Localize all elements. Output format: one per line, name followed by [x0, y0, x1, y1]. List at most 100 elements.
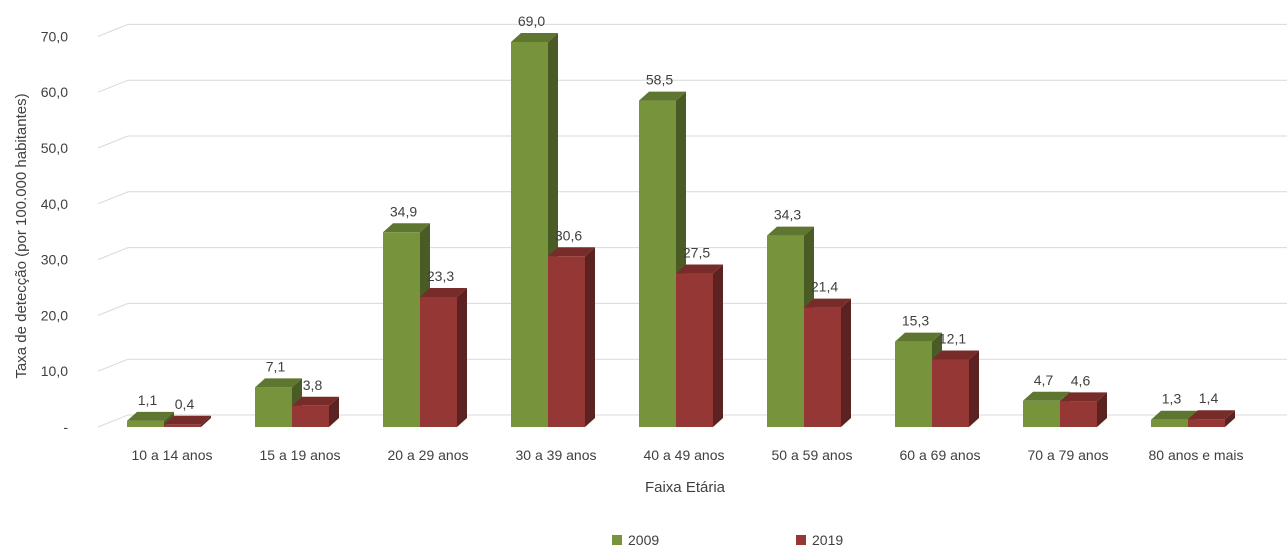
- data-label-2009: 4,7: [1034, 372, 1054, 388]
- x-category-label: 15 a 19 anos: [260, 447, 341, 463]
- data-label-2019: 30,6: [555, 227, 582, 243]
- bar-top-face: [511, 32, 558, 42]
- bar-top-face: [1060, 392, 1107, 402]
- data-label-2009: 58,5: [646, 72, 673, 88]
- bar-front-face: [164, 424, 201, 427]
- y-tick-label: 20,0: [41, 307, 68, 323]
- gridline: [97, 79, 1287, 93]
- y-tick-label: 30,0: [41, 252, 68, 268]
- legend-label: 2009: [628, 532, 659, 548]
- data-label-2019: 27,5: [683, 245, 710, 261]
- bar-2019: [292, 396, 339, 427]
- bar-2019: [164, 415, 211, 427]
- data-label-2019: 3,8: [303, 377, 323, 393]
- data-label-2019: 12,1: [939, 330, 966, 346]
- bar-front-face: [127, 420, 164, 427]
- bars: [127, 32, 1235, 427]
- bar-side-face: [841, 298, 851, 427]
- gridline: [97, 247, 1287, 261]
- data-label-2009: 34,9: [390, 203, 417, 219]
- bar-front-face: [255, 387, 292, 427]
- y-axis-ticks: - 10,0 20,0 30,0 40,0 50,0 60,0 70,0: [41, 28, 69, 435]
- bar-front-face: [292, 405, 329, 427]
- gridline: [97, 135, 1287, 149]
- x-category-label: 50 a 59 anos: [772, 447, 853, 463]
- bar-top-face: [1151, 410, 1198, 420]
- gridlines: [97, 23, 1287, 428]
- bar-side-face: [713, 264, 723, 427]
- x-axis-title: Faixa Etária: [645, 479, 726, 496]
- bar-front-face: [932, 359, 969, 427]
- data-label-2019: 0,4: [175, 396, 195, 412]
- x-category-label: 80 anos e mais: [1149, 447, 1244, 463]
- x-category-label: 10 a 14 anos: [132, 447, 213, 463]
- bar-side-face: [1225, 410, 1235, 427]
- bar-2019: [676, 264, 723, 427]
- bar-top-face: [767, 226, 814, 236]
- gridline: [97, 191, 1287, 205]
- bar-top-face: [676, 264, 723, 274]
- data-label-2019: 23,3: [427, 268, 454, 284]
- x-axis-categories: 10 a 14 anos 15 a 19 anos 20 a 29 anos 30 a…: [132, 447, 1244, 463]
- bar-side-face: [585, 247, 595, 427]
- bar-2019: [420, 287, 467, 427]
- y-tick-label: 50,0: [41, 140, 68, 156]
- bar-top-face: [804, 298, 851, 308]
- data-label-2019: 21,4: [811, 279, 838, 295]
- bar-front-face: [767, 235, 804, 427]
- y-tick-label: 10,0: [41, 363, 68, 379]
- bar-front-face: [383, 232, 420, 427]
- x-category-label: 40 a 49 anos: [644, 447, 725, 463]
- bar-side-face: [457, 287, 467, 427]
- y-tick-label: -: [63, 419, 68, 435]
- bar-front-face: [804, 307, 841, 427]
- bar-2019: [1188, 410, 1235, 427]
- data-label-2009: 69,0: [518, 13, 545, 29]
- data-label-2019: 4,6: [1071, 372, 1091, 388]
- y-tick-label: 60,0: [41, 84, 68, 100]
- data-labels: 1,1 0,4 7,1 3,8 34,9 23,3 69,0 30,6 58,5 27,5 34,3…: [138, 13, 1219, 412]
- legend-swatch: [796, 535, 806, 545]
- data-label-2009: 1,1: [138, 392, 158, 408]
- y-tick-label: 40,0: [41, 196, 68, 212]
- bar-side-face: [1097, 392, 1107, 427]
- bar-2019: [804, 298, 851, 427]
- bar-front-face: [1151, 419, 1188, 427]
- bar-front-face: [676, 273, 713, 427]
- bar-top-face: [639, 91, 686, 101]
- legend-swatch: [612, 535, 622, 545]
- bar-top-face: [255, 378, 302, 388]
- bar-front-face: [548, 256, 585, 427]
- bar-top-face: [1023, 391, 1070, 401]
- bar-top-face: [383, 223, 430, 233]
- bar-top-face: [548, 247, 595, 257]
- gridline: [97, 302, 1287, 316]
- bar-front-face: [639, 100, 676, 427]
- bar-side-face: [329, 396, 339, 427]
- data-label-2009: 34,3: [774, 207, 801, 223]
- legend-item-2009: 2009: [612, 532, 659, 548]
- bar-2019: [1060, 392, 1107, 427]
- bar-front-face: [895, 341, 932, 427]
- bar-top-face: [932, 350, 979, 360]
- bar-front-face: [1060, 401, 1097, 427]
- bar-top-face: [164, 415, 211, 425]
- bar-top-face: [895, 332, 942, 342]
- bar-top-face: [292, 396, 339, 406]
- bar-side-face: [969, 350, 979, 427]
- legend-label: 2019: [812, 532, 843, 548]
- x-category-label: 70 a 79 anos: [1028, 447, 1109, 463]
- y-axis-title: Taxa de detecção (por 100.000 habitantes…: [13, 93, 30, 378]
- y-tick-label: 70,0: [41, 28, 68, 44]
- x-category-label: 30 a 39 anos: [516, 447, 597, 463]
- data-label-2019: 1,4: [1199, 390, 1219, 406]
- bar-front-face: [420, 296, 457, 427]
- bar-front-face: [1188, 419, 1225, 427]
- bar-side-face: [201, 415, 211, 427]
- bar-front-face: [511, 41, 548, 427]
- x-category-label: 60 a 69 anos: [900, 447, 981, 463]
- data-label-2009: 1,3: [1162, 391, 1182, 407]
- bar-top-face: [420, 287, 467, 297]
- x-category-label: 20 a 29 anos: [388, 447, 469, 463]
